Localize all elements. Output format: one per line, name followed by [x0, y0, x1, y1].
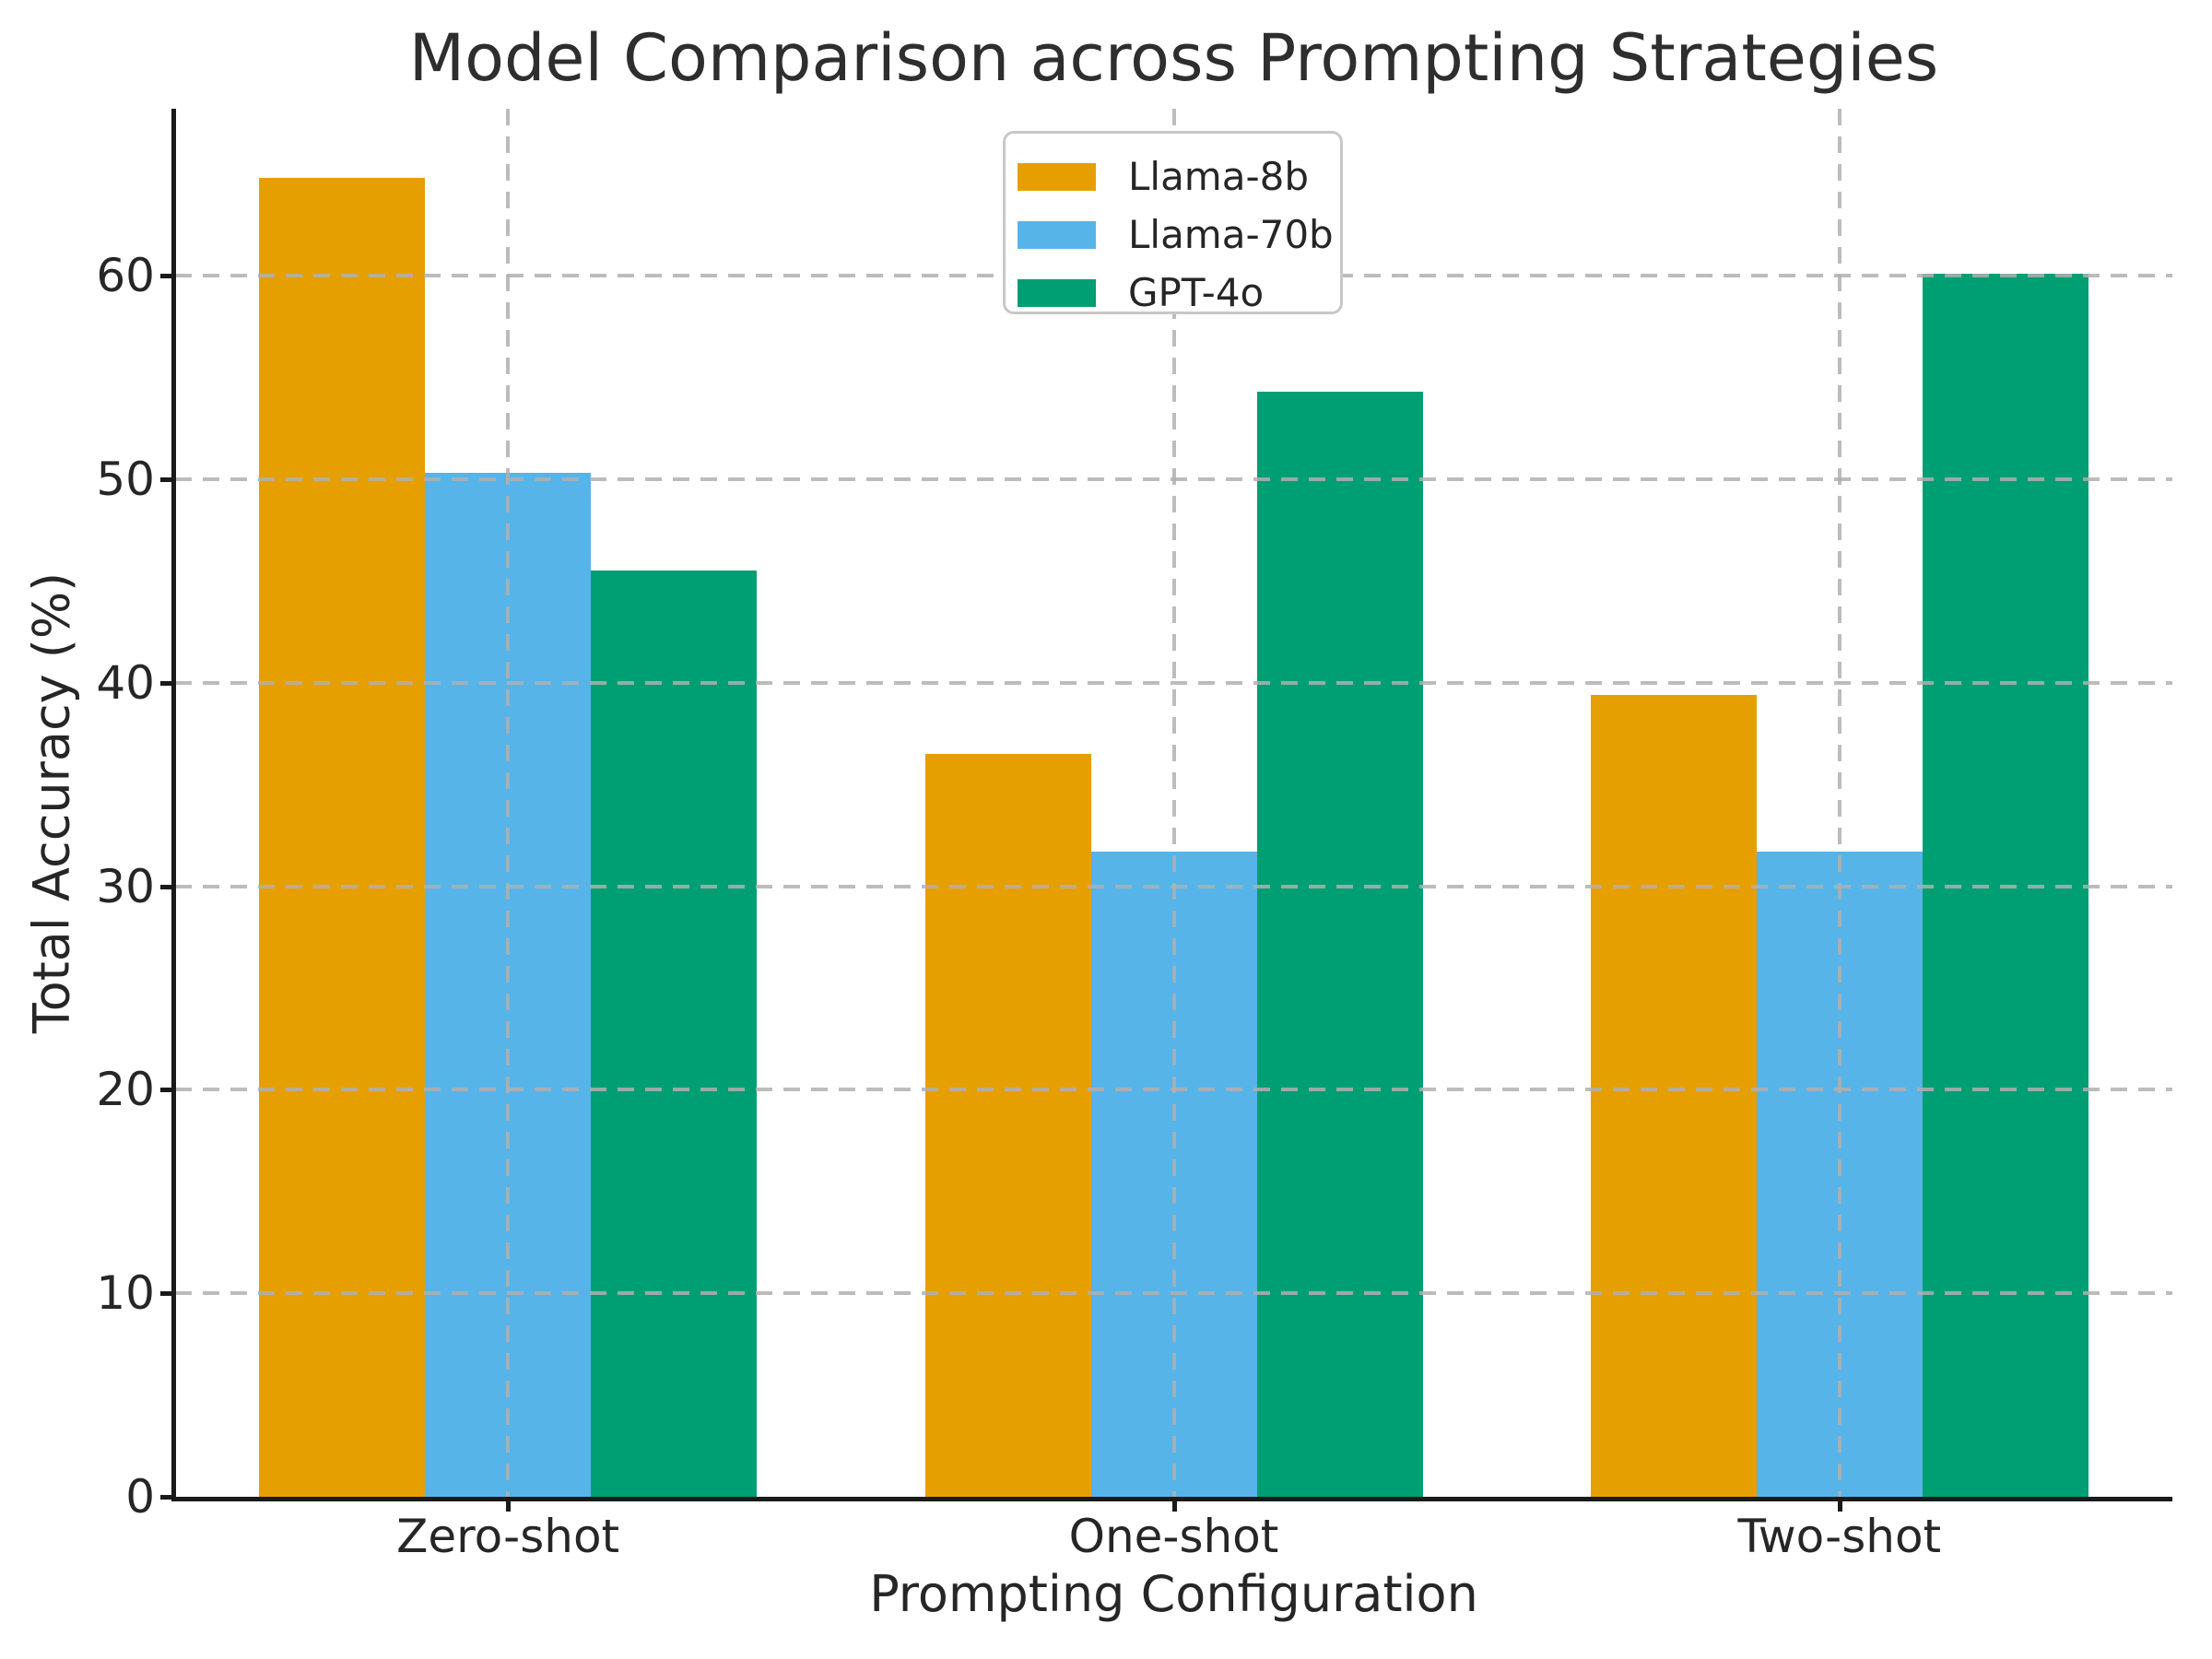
legend-label-llama-8b: Llama-8b	[1128, 154, 1309, 199]
y-tick-label-60: 60	[96, 249, 155, 303]
bar-gpt-4o-two-shot	[1922, 273, 2088, 1497]
legend-row-gpt-4o: GPT-4o	[1018, 264, 1340, 322]
legend: Llama-8b Llama-70b GPT-4o	[1003, 131, 1343, 315]
x-tick-mark-zero-shot	[506, 1497, 512, 1512]
legend-label-gpt-4o: GPT-4o	[1128, 270, 1265, 315]
bar-llama-70b-two-shot	[1756, 852, 1923, 1497]
legend-swatch-llama-70b	[1018, 220, 1096, 249]
x-tick-label-two-shot: Two-shot	[1737, 1510, 1942, 1563]
bar-llama-70b-one-shot	[1090, 852, 1257, 1497]
y-axis-label: Total Accuracy (%)	[22, 571, 81, 1034]
legend-label-llama-70b: Llama-70b	[1128, 212, 1334, 257]
legend-swatch-gpt-4o	[1018, 278, 1096, 307]
y-tick-label-50: 50	[96, 452, 155, 506]
y-tick-label-40: 40	[96, 655, 155, 710]
y-tick-mark-10	[160, 1291, 175, 1297]
legend-swatch-llama-8b	[1018, 162, 1096, 191]
legend-row-llama-8b: Llama-8b	[1018, 147, 1340, 206]
bar-gpt-4o-zero-shot	[591, 571, 758, 1497]
bar-llama-8b-one-shot	[924, 754, 1091, 1497]
chart-title: Model Comparison across Prompting Strate…	[408, 20, 1939, 96]
bar-gpt-4o-one-shot	[1256, 391, 1423, 1497]
y-tick-label-30: 30	[96, 859, 155, 913]
y-tick-mark-60	[160, 274, 175, 279]
y-axis-spine	[171, 109, 176, 1501]
x-axis-label: Prompting Configuration	[869, 1565, 1478, 1623]
bar-llama-8b-zero-shot	[259, 178, 426, 1497]
y-tick-mark-40	[160, 680, 175, 686]
bar-llama-8b-two-shot	[1590, 694, 1757, 1497]
bar-llama-70b-zero-shot	[425, 473, 592, 1497]
legend-row-llama-70b: Llama-70b	[1018, 206, 1340, 264]
y-tick-label-20: 20	[96, 1063, 155, 1117]
y-tick-mark-0	[160, 1495, 175, 1500]
y-tick-mark-30	[160, 884, 175, 889]
x-tick-label-one-shot: One-shot	[1068, 1510, 1279, 1563]
y-tick-mark-50	[160, 477, 175, 482]
y-tick-label-0: 0	[125, 1470, 155, 1524]
y-tick-mark-20	[160, 1088, 175, 1093]
plot-area	[175, 109, 2172, 1497]
x-tick-mark-two-shot	[1837, 1497, 1842, 1512]
y-tick-label-10: 10	[96, 1266, 155, 1321]
x-tick-label-zero-shot: Zero-shot	[396, 1510, 620, 1563]
x-tick-mark-one-shot	[1171, 1497, 1177, 1512]
